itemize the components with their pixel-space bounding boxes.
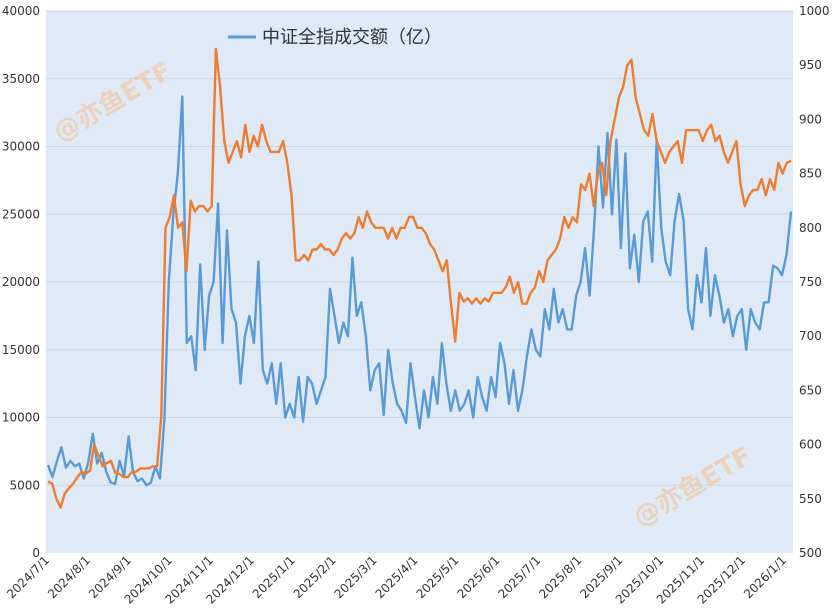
x-tick-label: 2025/4/1	[373, 553, 421, 601]
left-y-axis: 0 5000 10000 15000 20000 25000 30000 35000 40000	[2, 4, 40, 560]
right-y-tick-label: 900	[799, 112, 822, 126]
x-tick-label: 2024/7/1	[4, 553, 52, 601]
left-y-tick-label: 0	[32, 546, 40, 560]
left-y-tick-label: 25000	[2, 207, 40, 221]
right-y-tick-label: 950	[799, 58, 822, 72]
left-y-tick-label: 5000	[9, 478, 40, 492]
right-y-tick-label: 850	[799, 167, 822, 181]
x-tick-label: 2024/8/1	[45, 553, 93, 601]
x-tick-label: 2025/8/1	[536, 553, 584, 601]
series-lines	[46, 47, 793, 509]
x-tick-label: 2025/6/1	[454, 553, 502, 601]
left-y-tick-label: 30000	[2, 140, 40, 154]
right-y-tick-label: 600	[799, 438, 822, 452]
left-y-tick-label: 10000	[2, 411, 40, 425]
x-tick-label: 2026/1/1	[741, 553, 789, 601]
right-y-tick-label: 800	[799, 221, 822, 235]
legend-label: 中证全指成交额（亿）	[262, 27, 442, 48]
x-tick-label: 2025/3/1	[332, 553, 380, 601]
left-y-tick-label: 40000	[2, 4, 40, 18]
x-tick-label: 2025/2/1	[291, 553, 339, 601]
series-line-right-axis	[47, 47, 792, 509]
x-tick-label: 2025/1/1	[250, 553, 298, 601]
right-y-tick-label: 750	[799, 275, 822, 289]
right-y-tick-label: 700	[799, 329, 822, 343]
right-y-tick-label: 500	[799, 546, 822, 560]
x-tick-label: 2025/7/1	[495, 553, 543, 601]
right-y-axis: 500 550 600 650 700 750 800 850 900 950 1000	[799, 4, 830, 560]
left-y-tick-label: 20000	[2, 275, 40, 289]
legend: 中证全指成交额（亿）	[228, 27, 442, 48]
right-y-tick-label: 550	[799, 492, 822, 506]
right-y-tick-label: 1000	[799, 4, 830, 18]
left-y-tick-label: 35000	[2, 72, 40, 86]
gridlines	[46, 10, 793, 486]
right-y-tick-label: 650	[799, 383, 822, 397]
x-axis: 2024/7/12024/8/12024/9/12024/10/12024/11…	[4, 553, 789, 606]
x-tick-label: 2025/5/1	[414, 553, 462, 601]
left-y-tick-label: 15000	[2, 343, 40, 357]
series-line-turnover	[46, 95, 793, 487]
